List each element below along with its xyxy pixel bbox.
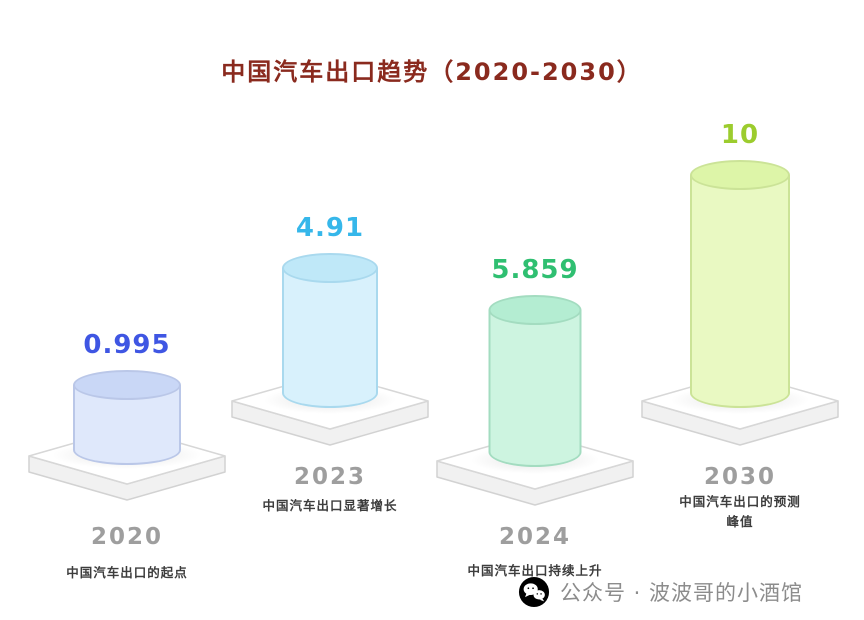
footer: 公众号 · 波波哥的小酒馆 bbox=[518, 576, 803, 608]
bar-year-label: 2024 bbox=[498, 524, 571, 550]
bar-cylinder bbox=[488, 295, 582, 467]
bar-group-2024: 5.859 2024 中国汽车出口持续上升 bbox=[430, 0, 640, 620]
bar-value-label: 10 bbox=[720, 120, 760, 150]
bar-description: 中国汽车出口持续上升 bbox=[467, 563, 603, 578]
bar-group-2020: 0.995 2020 中国汽车出口的起点 bbox=[22, 0, 232, 620]
bar-group-2030: 10 2030 中国汽车出口的预测峰值 bbox=[635, 0, 845, 620]
bar-value-label: 4.91 bbox=[295, 213, 365, 243]
bar-value-label: 5.859 bbox=[491, 255, 579, 285]
bar-cylinder bbox=[282, 253, 378, 408]
bar-description: 中国汽车出口的预测峰值 bbox=[679, 494, 801, 529]
cylinder-top bbox=[73, 370, 181, 400]
bar-description: 中国汽车出口的起点 bbox=[66, 565, 188, 580]
bar-cylinder bbox=[690, 160, 790, 408]
bar-year-label: 2030 bbox=[703, 464, 776, 490]
bar-group-2023: 4.91 2023 中国汽车出口显著增长 bbox=[225, 0, 435, 620]
cylinder-top bbox=[690, 160, 790, 190]
footer-text: 公众号 · 波波哥的小酒馆 bbox=[560, 581, 804, 605]
cylinder-top bbox=[282, 253, 378, 283]
cylinder-top bbox=[488, 295, 582, 325]
cylinder-body bbox=[690, 175, 790, 408]
bar-year-label: 2020 bbox=[90, 524, 163, 550]
bar-year-label: 2023 bbox=[293, 464, 366, 490]
bar-value-label: 0.995 bbox=[83, 330, 171, 360]
cylinder-body bbox=[282, 268, 378, 408]
page-title: 中国汽车出口趋势（2020-2030） bbox=[221, 58, 643, 86]
cylinder-body bbox=[488, 310, 582, 467]
bar-cylinder bbox=[73, 370, 181, 465]
bar-description: 中国汽车出口显著增长 bbox=[262, 498, 398, 513]
wechat-icon bbox=[518, 576, 550, 608]
